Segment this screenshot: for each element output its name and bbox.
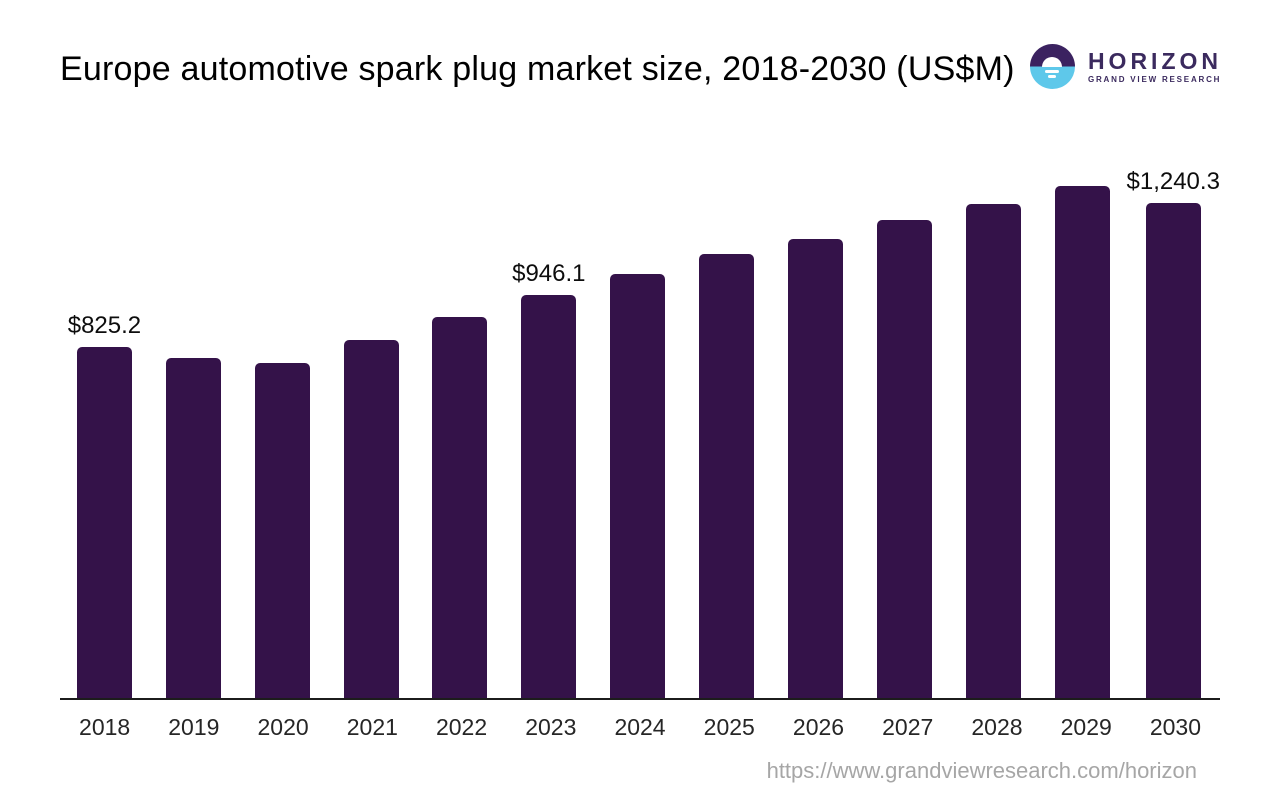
sun-shape: [1042, 56, 1063, 67]
x-axis-label-2026: 2026: [792, 714, 845, 740]
horizon-logo: HORIZON GRAND VIEW RESEARCH: [1029, 44, 1222, 89]
bar-column-2024: [593, 168, 682, 698]
logo-name: HORIZON: [1087, 47, 1222, 74]
bar-column-2022: [416, 168, 505, 698]
footer-url-link[interactable]: https://www.grandviewresearch.com/horizo…: [766, 758, 1197, 783]
bar-2024: [610, 273, 666, 698]
x-axis-label-2030: 2030: [1149, 714, 1202, 740]
bar-column-2021: [327, 168, 416, 698]
horizon-line: [1048, 75, 1057, 78]
bar-column-2019: [149, 168, 238, 698]
bar-2025: [699, 254, 755, 698]
x-axis-label-2028: 2028: [971, 714, 1023, 740]
bar-column-2026: [771, 168, 860, 698]
bar-column-2027: [860, 168, 949, 698]
bar-chart: $825.2 $946.1 $1,240.3: [60, 168, 1220, 700]
horizon-line: [1045, 70, 1060, 73]
chart-title: Europe automotive spark plug market size…: [60, 50, 1015, 88]
bar-2030: [1145, 203, 1201, 698]
bar-column-2023: $946.1: [504, 168, 593, 698]
bar-column-2028: [949, 168, 1038, 698]
bar-value-label-2023: $946.1: [512, 260, 586, 288]
x-axis-label-2025: 2025: [703, 714, 755, 740]
x-axis-label-2019: 2019: [168, 714, 220, 740]
bar-column-2025: [682, 168, 771, 698]
bar-2022: [432, 316, 488, 698]
x-axis-label-2029: 2029: [1060, 714, 1112, 740]
bar-2028: [965, 203, 1021, 698]
logo-subtitle: GRAND VIEW RESEARCH: [1087, 75, 1222, 85]
x-axis-label-2022: 2022: [435, 714, 488, 740]
bar-value-label-2030: $1,240.3: [1126, 168, 1220, 195]
bar-2020: [254, 363, 310, 698]
bar-2021: [343, 339, 399, 698]
logo-text: HORIZON GRAND VIEW RESEARCH: [1088, 49, 1222, 84]
x-axis-label-2021: 2021: [346, 714, 398, 740]
bar-2029: [1054, 185, 1110, 698]
x-axis-label-2024: 2024: [614, 714, 666, 740]
bar-2023: [521, 295, 577, 698]
bar-column-2030: $1,240.3: [1127, 168, 1220, 698]
bar-2018: [76, 346, 132, 698]
x-axis-label-2027: 2027: [882, 714, 934, 740]
bar-column-2018: $825.2: [60, 168, 149, 698]
bar-column-2020: [238, 168, 327, 698]
x-axis-label-2023: 2023: [525, 714, 577, 740]
bar-value-label-2018: $825.2: [67, 311, 142, 339]
bar-2027: [876, 219, 932, 698]
x-axis-labels: 2018 2019 2020 2021 2022 2023 2024 2025 2026 2027…: [60, 700, 1220, 741]
x-axis-label-2018: 2018: [79, 714, 131, 740]
bar-column-2029: [1038, 168, 1127, 698]
bar-2019: [165, 358, 221, 698]
x-axis-label-2020: 2020: [257, 714, 309, 740]
horizon-sun-icon: [1029, 44, 1075, 89]
bar-2026: [787, 238, 843, 698]
